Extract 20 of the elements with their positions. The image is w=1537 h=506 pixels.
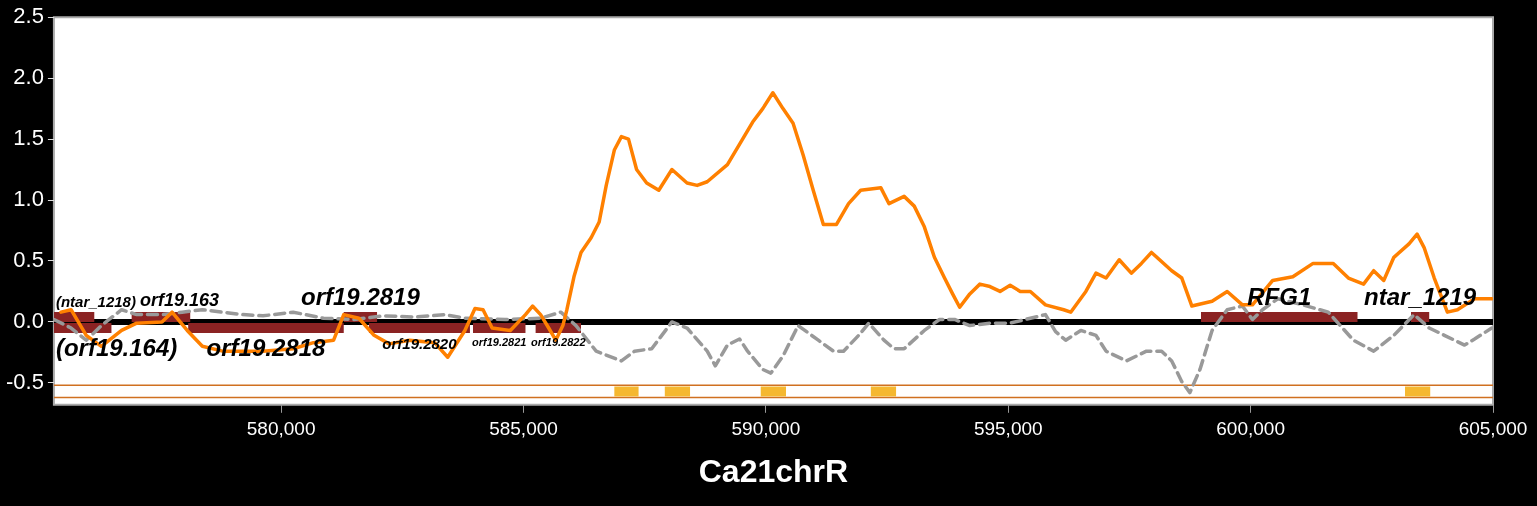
x-tick-label: 580,000 [246, 418, 316, 440]
y-tick-label: 1.0 [13, 186, 44, 212]
annotation: orf19.163 [139, 290, 219, 311]
annotation: orf19.2822 [531, 335, 586, 348]
x-tick-label: 605,000 [1458, 418, 1528, 440]
x-axis-title: Ca21chrR [698, 452, 849, 489]
y-tick-label: -0.5 [5, 368, 44, 394]
annotation: (orf19.164) [55, 333, 178, 361]
y-tick-label: 2.0 [13, 64, 44, 90]
annotation: (ntar_1218) [55, 292, 136, 310]
annotation: orf19.2821 [472, 335, 527, 348]
y-tick-label: 1.5 [13, 125, 44, 151]
annotation: orf19.2819 [301, 282, 421, 310]
x-tick-label: 600,000 [1216, 418, 1285, 440]
x-tick-label: 590,000 [731, 418, 801, 440]
x-tick-label: 595,000 [973, 418, 1043, 440]
y-tick-label: 0.5 [13, 247, 44, 273]
y-tick-label: 0.0 [13, 307, 44, 333]
x-tick-label: 585,000 [489, 418, 558, 440]
y-tick-label: 2.5 [13, 3, 44, 29]
